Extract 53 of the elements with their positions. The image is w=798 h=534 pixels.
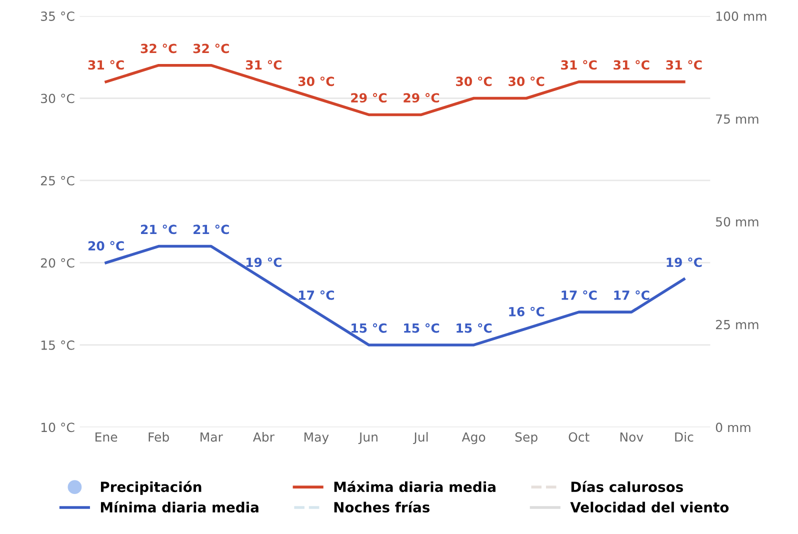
y-tick-label: 30 °C: [41, 94, 74, 104]
data-label: 29 °C: [351, 93, 387, 103]
data-label: 21 °C: [194, 224, 229, 234]
data-label: 15 °C: [404, 323, 440, 333]
data-label: 16 °C: [509, 306, 544, 316]
y-tick-label: 10 °C: [41, 422, 74, 432]
data-label: 15 °C: [352, 323, 387, 333]
y-tick-label: 25 °C: [40, 176, 74, 186]
x-tick-label: Nov: [620, 432, 644, 442]
x-tick-label: Dic: [675, 432, 694, 442]
x-tick-label: Jun: [358, 432, 378, 444]
x-tick-label: Jul: [413, 432, 428, 444]
data-label: 17 °C: [614, 290, 650, 300]
data-label: 19 °C: [666, 257, 702, 268]
data-label: 31 °C: [246, 60, 282, 70]
x-tick-label: Oct: [568, 432, 590, 442]
data-label: 17 °C: [562, 290, 597, 300]
x-tick-label: Sep: [515, 432, 538, 444]
data-label: 17 °C: [299, 290, 334, 300]
legend-label: Noches frías: [334, 501, 430, 513]
data-label: 19 °C: [246, 257, 282, 268]
data-label: 30 °C: [456, 76, 492, 86]
y-tick-label: 20 °C: [40, 258, 74, 268]
x-tick-label: Abr: [252, 432, 274, 442]
y2-tick-label: 25 mm: [716, 320, 758, 330]
data-label: 15 °C: [456, 323, 492, 333]
y2-tick-label: 75 mm: [716, 114, 758, 124]
y-tick-label: 15 °C: [41, 340, 74, 350]
data-label: 31 °C: [614, 60, 650, 70]
data-label: 31 °C: [88, 60, 124, 70]
x-tick-label: Mar: [200, 432, 223, 442]
legend-label: Máxima diaria media: [334, 480, 496, 492]
legend-label: Mínima diaria media: [100, 501, 258, 513]
x-tick-label: May: [304, 432, 329, 444]
legend-label: Precipitación: [100, 480, 202, 495]
x-tick-label: Ago: [462, 432, 486, 444]
x-tick-label: Feb: [148, 432, 169, 442]
data-label: 31 °C: [561, 60, 597, 70]
data-label: 30 °C: [508, 76, 544, 86]
data-label: 31 °C: [666, 60, 702, 70]
y2-tick-label: 100 mm: [716, 11, 766, 21]
x-tick-label: Ene: [96, 432, 118, 442]
data-label: 32 °C: [193, 44, 229, 54]
y2-tick-label: 50 mm: [716, 217, 758, 227]
data-label: 21 °C: [141, 224, 176, 234]
data-label: 30 °C: [298, 76, 334, 86]
y2-tick-label: 0 mm: [716, 422, 750, 432]
data-label: 29 °C: [404, 93, 440, 103]
data-label: 20 °C: [88, 241, 124, 251]
data-label: 32 °C: [140, 44, 176, 54]
y-tick-label: 35 °C: [41, 11, 74, 21]
legend-label: Días calurosos: [571, 480, 683, 492]
legend-label: Velocidad del viento: [570, 502, 729, 513]
